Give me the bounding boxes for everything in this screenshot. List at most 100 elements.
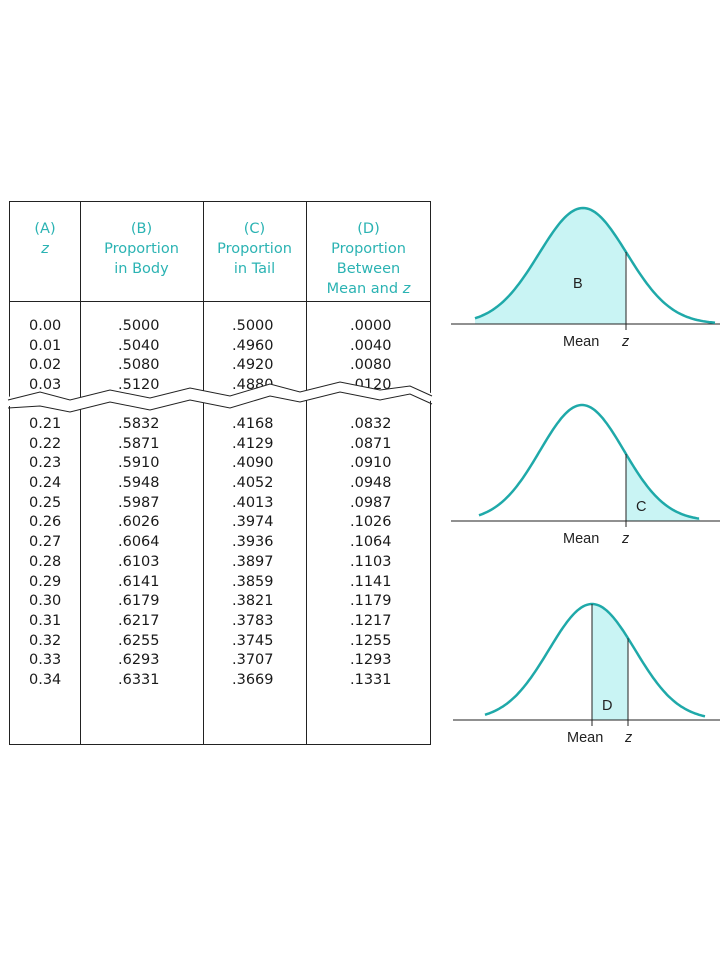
table-column-z-value: 0.21 0.22 0.23 0.24 0.25 0.26 0.27 0.28 0.29 0.30… — [29, 415, 61, 691]
z-value: 0.00 — [29, 318, 62, 334]
between-shaded-region — [592, 604, 628, 720]
body-value: .6026 — [118, 514, 160, 531]
table-column-between-value: .0832 .0871 .0910 .0948 .0987 .1026 .1064 .1103… — [350, 415, 392, 691]
tail-value: .3859 — [232, 573, 274, 590]
header-divider — [10, 301, 430, 302]
header-letter: (B) — [130, 221, 153, 237]
header-col-b: (B) Proportion in Body — [80, 219, 203, 279]
region-label: C — [636, 499, 646, 515]
tail-value: .3745 — [232, 632, 274, 649]
body-value: .5910 — [118, 455, 160, 472]
between-region-diagram: D Mean z — [453, 602, 720, 746]
region-label: D — [602, 698, 612, 714]
body-value: .5948 — [118, 475, 160, 492]
body-value: .6179 — [118, 593, 160, 610]
z-label: z — [624, 730, 633, 746]
between-value: .1179 — [350, 593, 392, 610]
tail-value: .3821 — [232, 593, 274, 610]
between-value: .1255 — [350, 632, 392, 649]
header-text: Mean and — [326, 281, 403, 297]
header-line: Proportion — [331, 241, 406, 257]
z-value: 0.03 — [29, 377, 62, 394]
tail-value: .3897 — [232, 553, 274, 570]
body-value: .6293 — [118, 652, 160, 669]
tail-value: .4129 — [232, 435, 274, 452]
header-line: in Body — [114, 261, 169, 277]
body-value: .6141 — [118, 573, 160, 590]
z-value: 0.28 — [29, 553, 62, 570]
mean-label: Mean — [567, 730, 603, 746]
body-shaded-region — [475, 208, 626, 324]
z-label: z — [621, 334, 630, 350]
between-value: .0948 — [350, 475, 392, 492]
column-divider — [80, 202, 81, 744]
z-label: z — [621, 531, 630, 547]
tail-shaded-region — [626, 454, 700, 521]
tail-value: .3974 — [232, 514, 274, 531]
table-column-body-value: .5832 .5871 .5910 .5948 .5987 .6026 .6064 .6103… — [118, 415, 160, 691]
body-value: .5000 — [118, 318, 160, 334]
body-value: .5120 — [118, 377, 160, 394]
z-value: 0.21 — [29, 416, 62, 432]
tail-value: .4013 — [232, 494, 274, 511]
tail-value: .4920 — [232, 357, 274, 374]
header-line: Mean and z — [306, 279, 431, 299]
z-value: 0.25 — [29, 494, 62, 511]
body-region-diagram: B Mean z — [451, 206, 720, 350]
table-column-z-value: 0.00 0.01 0.02 0.03 — [29, 317, 61, 396]
tail-region-diagram: C Mean z — [451, 403, 720, 547]
between-value: .0871 — [350, 435, 392, 452]
header-z: z — [402, 281, 411, 297]
z-value: 0.30 — [29, 593, 62, 610]
tail-value: .4052 — [232, 475, 274, 492]
between-value: .0987 — [350, 494, 392, 511]
body-value: .5871 — [118, 435, 160, 452]
body-value: .5040 — [118, 337, 160, 354]
between-value: .0910 — [350, 455, 392, 472]
region-label: B — [573, 276, 583, 292]
tail-value: .3707 — [232, 652, 274, 669]
z-value: 0.31 — [29, 612, 62, 629]
tail-value: .3783 — [232, 612, 274, 629]
z-value: 0.01 — [29, 337, 62, 354]
column-divider — [306, 202, 307, 744]
normal-curve — [484, 602, 706, 718]
tail-value: .5000 — [232, 318, 274, 334]
header-letter: (A) — [34, 221, 56, 237]
z-value: 0.24 — [29, 475, 62, 492]
z-value: 0.23 — [29, 455, 62, 472]
tail-value: .3669 — [232, 671, 274, 688]
header-col-c: (C) Proportion in Tail — [203, 219, 306, 279]
between-value: .0000 — [350, 318, 392, 334]
between-value: .1026 — [350, 514, 392, 531]
between-value: .1064 — [350, 534, 392, 551]
column-divider — [203, 202, 204, 744]
between-value: .1217 — [350, 612, 392, 629]
z-value: 0.27 — [29, 534, 62, 551]
body-value: .6103 — [118, 553, 160, 570]
z-value: 0.33 — [29, 652, 62, 669]
tail-value: .3936 — [232, 534, 274, 551]
between-value: .1103 — [350, 553, 392, 570]
tail-value: .4168 — [232, 416, 274, 432]
header-line: Proportion — [217, 241, 292, 257]
between-value: .0080 — [350, 357, 392, 374]
z-value: 0.02 — [29, 357, 62, 374]
z-value: 0.26 — [29, 514, 62, 531]
header-line: z — [41, 241, 49, 257]
header-letter: (D) — [357, 221, 380, 237]
header-line: Between — [336, 261, 401, 277]
mean-label: Mean — [563, 334, 599, 350]
header-col-a: (A) z — [10, 219, 80, 259]
between-value: .1331 — [350, 671, 392, 688]
body-value: .5080 — [118, 357, 160, 374]
body-value: .6064 — [118, 534, 160, 551]
z-value: 0.34 — [29, 671, 62, 688]
header-line: Proportion — [104, 241, 179, 257]
body-value: .5987 — [118, 494, 160, 511]
tail-value: .4090 — [232, 455, 274, 472]
normal-curve — [478, 403, 700, 520]
z-value: 0.32 — [29, 632, 62, 649]
z-value: 0.29 — [29, 573, 62, 590]
between-value: .1293 — [350, 652, 392, 669]
